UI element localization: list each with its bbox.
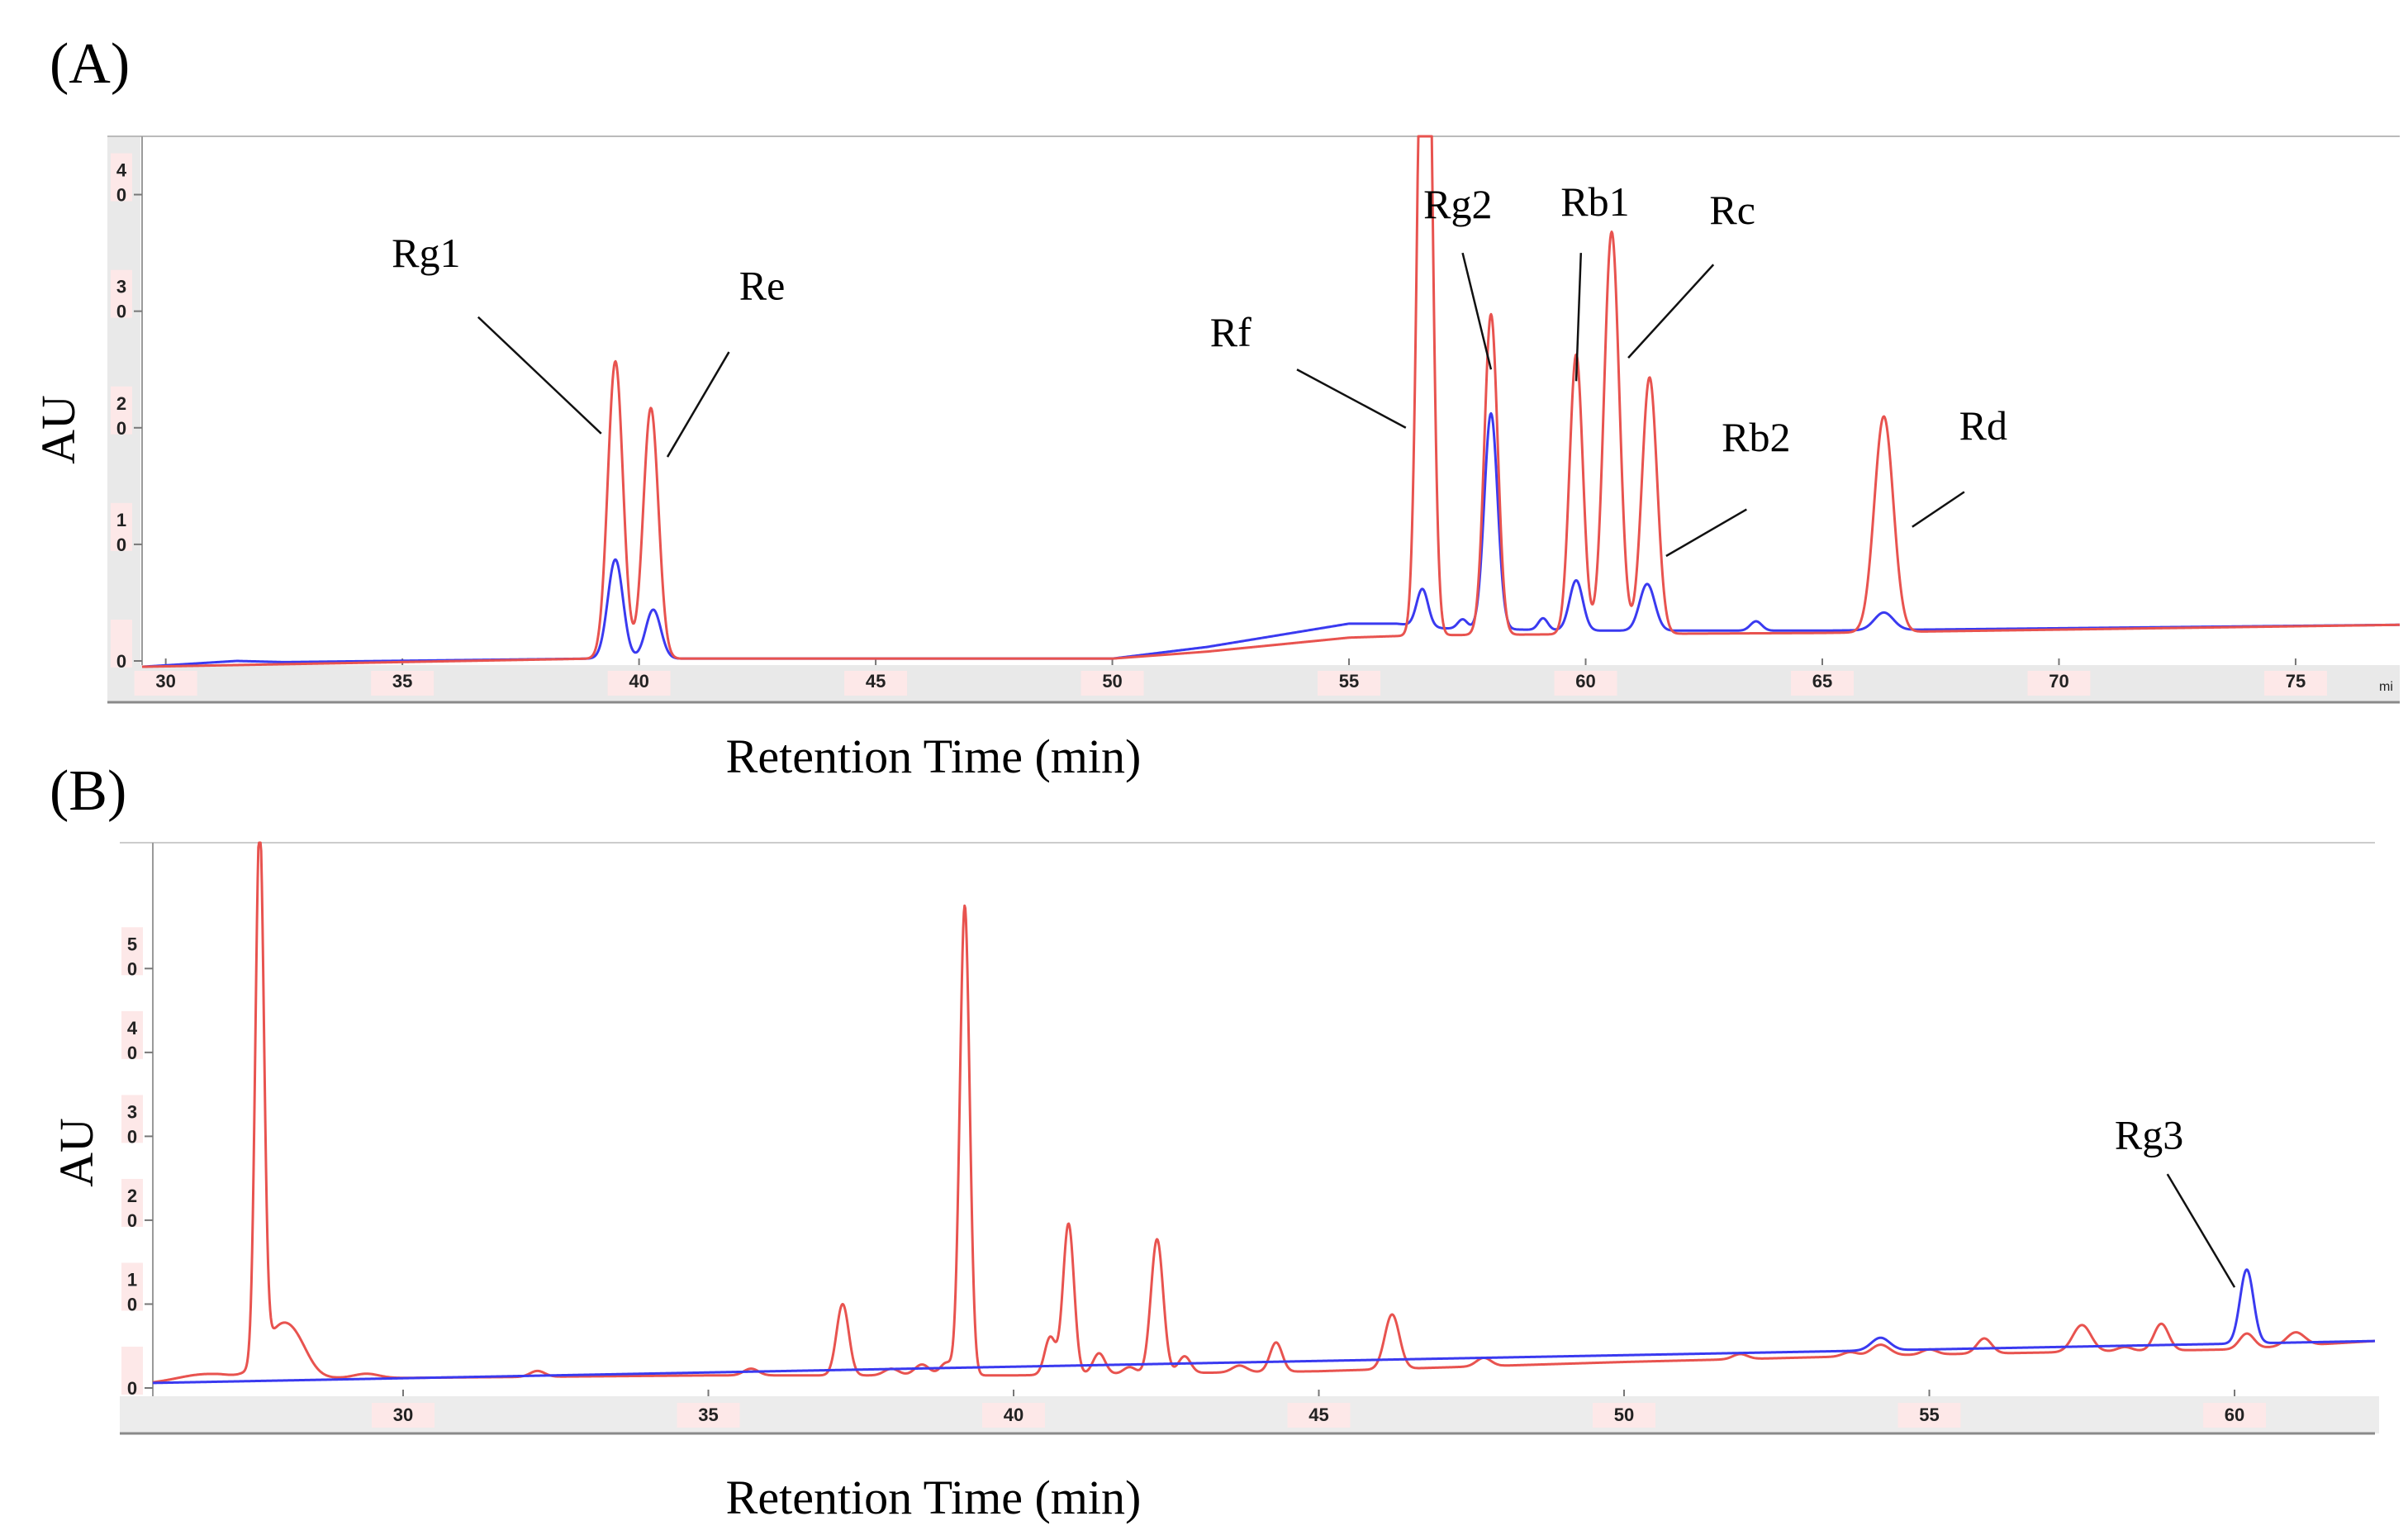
y-tick-label: 0	[127, 1294, 137, 1314]
x-tick-box	[677, 1403, 740, 1428]
x-tick-box	[371, 671, 435, 696]
y-tick-box	[111, 153, 132, 202]
x-tick-label: 55	[1339, 671, 1359, 692]
y-tick-label: 0	[127, 1126, 137, 1147]
x-tick-label: 75	[2286, 671, 2306, 692]
y-tick-label-top: 2	[127, 1186, 137, 1206]
y-tick-label: 0	[116, 418, 126, 439]
x-tick-label: 50	[1102, 671, 1122, 692]
y-tick-box	[121, 1347, 143, 1395]
annotation-leader-line	[1296, 368, 1407, 429]
y-tick-box	[121, 1010, 143, 1059]
x-tick-box	[2203, 1403, 2267, 1428]
y-tick-box	[111, 269, 132, 318]
y-tick-label-top: 1	[116, 510, 126, 530]
y-tick-label: 0	[116, 535, 126, 555]
x-tick-box	[1554, 671, 1617, 696]
y-tick-label: 0	[116, 302, 126, 322]
x-tick-label: 45	[1308, 1405, 1328, 1425]
x-tick-label: 60	[2225, 1405, 2244, 1425]
x-tick-label: 35	[698, 1405, 718, 1425]
panel-a-x-axis-title: Retention Time (min)	[726, 730, 1142, 783]
annotation-leader-line	[1461, 252, 1493, 370]
y-tick-label-top: 3	[116, 277, 126, 297]
annotation-leader-line	[1627, 264, 1715, 359]
peak-label: Rc	[1709, 187, 1755, 233]
x-tick-box	[607, 671, 671, 696]
x-tick-box	[1287, 1403, 1351, 1428]
x-tick-box	[1897, 1403, 1961, 1428]
y-tick-label: 0	[127, 958, 137, 979]
y-tick-label: 0	[127, 1378, 137, 1399]
x-tick-label: 55	[1919, 1405, 1939, 1425]
panel-a-x-axis-band	[107, 665, 2400, 702]
series-line-red	[141, 135, 2401, 668]
annotation-leader-line	[477, 316, 602, 435]
y-tick-box	[121, 1178, 143, 1227]
x-tick-box	[1593, 1403, 1656, 1428]
y-tick-label: 0	[127, 1043, 137, 1063]
x-tick-label: 30	[393, 1405, 413, 1425]
x-tick-label: 60	[1575, 671, 1595, 692]
x-tick-box	[1081, 671, 1144, 696]
y-tick-label-top: 3	[127, 1101, 137, 1122]
y-tick-box	[121, 1095, 143, 1143]
panel-a-unit-label: mi	[2379, 680, 2393, 694]
x-tick-box	[982, 1403, 1046, 1428]
peak-label: Rg3	[2115, 1112, 2183, 1158]
peak-label: Rb2	[1722, 414, 1790, 460]
x-tick-label: 30	[155, 671, 175, 692]
x-tick-label: 65	[1812, 671, 1832, 692]
x-tick-box	[844, 671, 908, 696]
annotation-leader-line	[2166, 1173, 2236, 1288]
annotation-leader-line	[1912, 491, 1965, 528]
panel-a-plot-area	[142, 136, 2400, 665]
y-tick-label-top: 4	[116, 160, 127, 181]
x-tick-label: 40	[629, 671, 648, 692]
y-tick-label: 0	[116, 185, 126, 206]
y-tick-label: 0	[116, 651, 126, 672]
x-tick-label: 35	[392, 671, 412, 692]
x-tick-box	[2027, 671, 2091, 696]
x-tick-label: 70	[2049, 671, 2068, 692]
y-tick-label-top: 5	[127, 934, 137, 954]
x-tick-box	[371, 1403, 435, 1428]
annotation-leader-line	[1574, 253, 1583, 382]
panel-a-y-axis-title: AU	[31, 395, 85, 464]
panel-b-x-axis-title: Retention Time (min)	[726, 1471, 1142, 1524]
panel-b-label: (B)	[50, 759, 126, 823]
x-tick-box	[134, 671, 197, 696]
panel-a: (A) AU Retention Time (min) mi 30 35 40 45 5…	[31, 32, 2401, 783]
y-tick-box	[111, 386, 132, 435]
y-tick-label-top: 2	[116, 393, 126, 414]
annotation-leader-line	[1665, 508, 1747, 558]
y-tick-box	[111, 502, 132, 551]
x-tick-label: 50	[1614, 1405, 1634, 1425]
annotation-leader-line	[666, 351, 730, 458]
x-tick-label: 40	[1004, 1405, 1024, 1425]
x-tick-box	[1790, 671, 1854, 696]
y-tick-label-top: 1	[127, 1269, 137, 1290]
panel-a-label: (A)	[50, 32, 130, 96]
peak-label: Re	[739, 263, 786, 309]
series-line-red	[152, 841, 2376, 1384]
y-tick-label-top: 4	[127, 1018, 138, 1039]
y-tick-box	[121, 927, 143, 976]
peak-label: Rg2	[1423, 181, 1492, 227]
peak-label: Rg1	[392, 230, 460, 276]
y-tick-box	[121, 1262, 143, 1311]
x-tick-box	[2263, 671, 2327, 696]
y-tick-label: 0	[127, 1210, 137, 1231]
panel-b-y-axis-title: AU	[50, 1118, 103, 1187]
x-tick-label: 45	[866, 671, 886, 692]
panel-b-x-axis-band	[120, 1396, 2379, 1433]
x-tick-box	[1318, 671, 1381, 696]
peak-label: Rf	[1210, 309, 1251, 355]
peak-label: Rb1	[1560, 178, 1629, 225]
panel-b: (B) AU Retention Time (min) 30 35 40 45 50 55…	[50, 759, 2379, 1524]
series-line-blue	[152, 1268, 2376, 1385]
y-tick-box	[111, 620, 132, 668]
peak-label: Rd	[1959, 402, 2007, 449]
